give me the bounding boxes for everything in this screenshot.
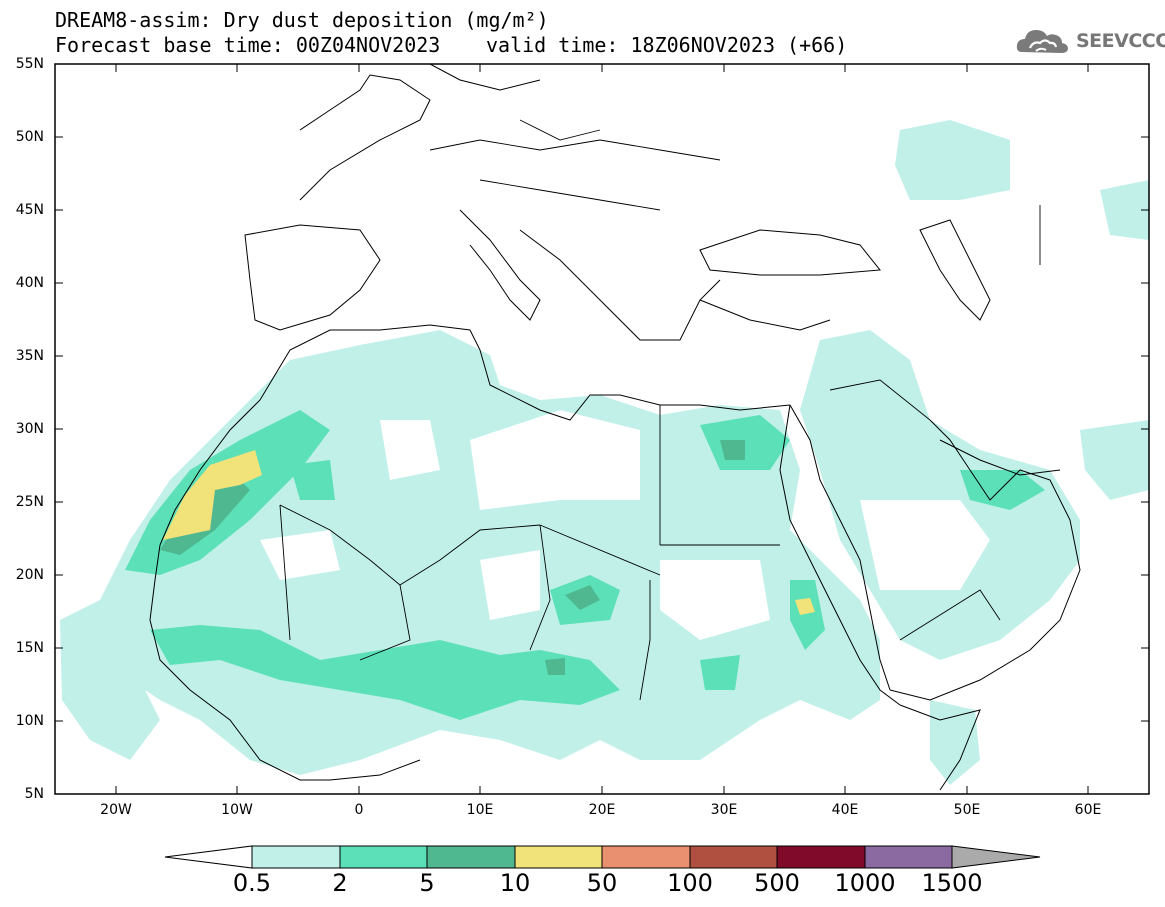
lat-tick-label: 15N xyxy=(15,640,44,656)
coastline-west-africa xyxy=(149,544,421,781)
coastline-arabia xyxy=(889,419,1081,701)
lat-tick-label: 45N xyxy=(15,202,44,218)
coastline-black-sea xyxy=(699,229,881,276)
lon-tick-label: 20W xyxy=(100,802,132,818)
colorbar xyxy=(164,845,1041,869)
lat-tick-label: 50N xyxy=(15,129,44,145)
lat-tick-label: 55N xyxy=(15,56,44,72)
lat-tick-label: 35N xyxy=(15,348,44,364)
colorbar-high-arrow xyxy=(951,845,1041,869)
dust-area-medium-sahel xyxy=(150,625,620,720)
colorbar-label: 2 xyxy=(332,869,348,897)
dust-area-light-central-asia xyxy=(1100,180,1149,240)
border-algeria-niger xyxy=(399,524,541,586)
border-mali-niger xyxy=(359,584,411,661)
lon-tick-label: 10E xyxy=(466,802,494,818)
lon-tick-label: 30E xyxy=(710,802,738,818)
coastline-horn-africa xyxy=(899,704,981,791)
lat-tick-label: 10N xyxy=(15,713,44,729)
lat-tick-label: 30N xyxy=(15,421,44,437)
dust-area-light-atlantic xyxy=(60,600,160,760)
lon-tick-label: 40E xyxy=(831,802,859,818)
coastline-persian-gulf xyxy=(939,439,1061,476)
dust-free-arabia xyxy=(860,500,990,590)
lon-tick-label: 50E xyxy=(953,802,981,818)
lat-tick-label: 40N xyxy=(15,275,44,291)
colorbar-label: 10 xyxy=(499,869,531,897)
dust-free-libya xyxy=(470,410,640,510)
coastline-north-africa xyxy=(159,324,791,546)
dust-free-sudan xyxy=(660,560,770,640)
coastline-france-uk xyxy=(299,74,431,201)
coastline-scandinavia xyxy=(429,64,541,91)
dust-area-light-arabia xyxy=(800,330,1080,660)
colorbar-low-arrow xyxy=(164,845,253,869)
colorbar-label: 50 xyxy=(586,869,618,897)
dust-area-medium-gulf xyxy=(960,470,1045,510)
map-title: DREAM8-assim: Dry dust deposition (mg/m²… xyxy=(55,8,549,32)
colorbar-bin-1 xyxy=(251,845,341,869)
coastlines xyxy=(149,64,1081,791)
country-borders xyxy=(279,119,1041,701)
colorbar-bin-6 xyxy=(689,845,778,869)
valid-time: valid time: 18Z06NOV2023 (+66) xyxy=(486,33,848,57)
coastline-italy xyxy=(459,209,541,321)
dust-area-strong-chad xyxy=(545,658,565,675)
dust-area-light-somalia xyxy=(930,700,980,785)
dust-free-algeria xyxy=(380,420,440,480)
border-niger-chad xyxy=(529,524,551,651)
colorbar-label: 100 xyxy=(667,869,713,897)
lon-tick-label: 0 xyxy=(354,802,364,818)
dust-area-peak-western-sahara xyxy=(163,450,262,540)
colorbar-bin-5 xyxy=(601,845,691,869)
lat-tick-label: 25N xyxy=(15,494,44,510)
cloud-icon xyxy=(1016,30,1068,53)
colorbar-label: 1500 xyxy=(921,869,983,897)
axis-ticks xyxy=(55,63,1149,794)
dust-area-light-caspian xyxy=(895,120,1010,200)
colorbar-label: 0.5 xyxy=(232,869,272,897)
coastline-caspian xyxy=(919,219,991,321)
border-chad-sudan xyxy=(639,580,651,701)
colorbar-label: 1000 xyxy=(834,869,896,897)
dust-area-medium-eritrea xyxy=(790,580,825,650)
dust-area-light-persia xyxy=(1080,420,1149,500)
colorbar-bin-4 xyxy=(514,845,603,869)
border-algeria-mali xyxy=(279,504,401,586)
colorbar-label: 5 xyxy=(419,869,435,897)
dust-free-mauritania xyxy=(260,530,340,580)
border-mali-mauritania xyxy=(279,504,291,641)
coastline-red-sea-east xyxy=(789,404,891,691)
lon-tick-label: 20E xyxy=(588,802,616,818)
dust-deposition-field xyxy=(60,120,1149,785)
lon-tick-label: 60E xyxy=(1074,802,1102,818)
coastline-balkans-greece xyxy=(519,229,721,341)
dust-area-peak-eritrea xyxy=(795,598,815,615)
border-iraq-saudi xyxy=(829,379,931,421)
coastline-red-sea-west xyxy=(779,404,901,706)
colorbar-label: 500 xyxy=(754,869,800,897)
coastline-iberia xyxy=(244,224,381,331)
border-libya-chad xyxy=(539,524,661,576)
logo-text: SEEVCCC xyxy=(1076,30,1165,52)
dust-area-medium-mali xyxy=(290,460,335,500)
colorbar-bin-7 xyxy=(776,845,866,869)
lat-tick-label: 5N xyxy=(24,786,44,802)
border-saudi-yemen xyxy=(899,589,1001,641)
colorbar-bin-3 xyxy=(426,845,516,869)
dust-area-strong-egypt xyxy=(720,440,745,460)
dust-free-chad xyxy=(480,550,540,620)
seevccc-logo: SEEVCCC xyxy=(1016,24,1165,60)
colorbar-bin-2 xyxy=(339,845,428,869)
lat-tick-label: 20N xyxy=(15,567,44,583)
coastline-turkey-south xyxy=(699,299,831,331)
border-europe-mesh xyxy=(429,119,721,211)
dust-area-strong-tibesti xyxy=(565,585,600,610)
forecast-base-time: Forecast base time: 00Z04NOV2023 xyxy=(55,33,441,57)
colorbar-bin-8 xyxy=(864,845,953,869)
lon-tick-label: 10W xyxy=(221,802,253,818)
dust-area-medium-darfur xyxy=(700,655,740,690)
